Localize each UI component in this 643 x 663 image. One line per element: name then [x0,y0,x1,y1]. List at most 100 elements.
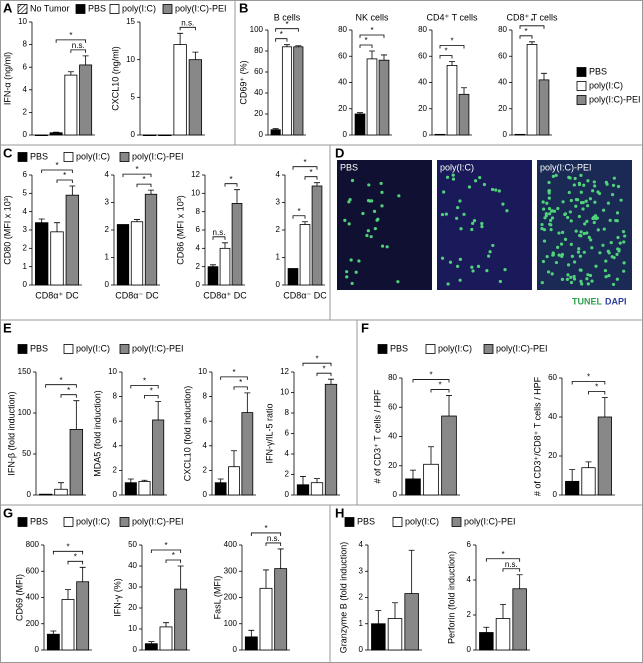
bar [173,44,187,136]
cell [544,212,548,216]
cell [584,199,588,203]
bar [259,587,273,651]
cell [593,214,598,218]
error-bar [300,476,306,485]
y-tick-label: 2 [105,225,110,234]
significance-label: * [297,207,300,216]
y-tick-label: 10 [191,188,200,197]
bar [366,58,378,136]
cell [596,228,600,232]
legend-swatch [392,517,403,527]
significance-bracket [67,560,84,565]
bar [565,480,580,496]
y-tick-label: 5 [23,188,28,197]
y-axis-label: # of CD3⁺/CD8⁺ T cells / HPF [532,376,542,496]
cell [581,207,585,211]
significance-bracket [56,179,73,183]
cell [440,256,445,260]
significance-bracket [60,394,77,398]
cell [556,206,560,211]
significance-label: * [501,550,504,559]
cell [376,217,380,221]
y-axis-label: IFN-α (ng/ml) [2,52,12,105]
legend-label: poly(I:C)-PEI [589,94,641,104]
significance-label: * [172,551,175,560]
y-tick-label: 40 [498,78,507,87]
cell [369,235,373,239]
cell [547,206,552,211]
cell [385,245,389,249]
cell [582,250,586,254]
error-bar [134,219,140,222]
y-tick-label: 8 [196,207,201,216]
cell [541,259,546,264]
cell [470,265,474,269]
legend-label: poly(I:C)-PEI [175,3,227,13]
error-bar [446,395,452,417]
legend-swatch [17,4,28,14]
error-bar [357,112,363,114]
cell [545,201,549,205]
cell [593,184,597,188]
significance-label: * [150,387,153,396]
y-tick-label: 2 [359,593,364,602]
significance-label: * [429,371,432,380]
bar [378,59,390,136]
cell [577,182,582,187]
legend-swatch [63,344,74,354]
cell [622,240,626,244]
y-tick-label: 300 [224,566,238,575]
cell [540,226,544,231]
significance-label: n.s. [72,41,85,50]
cell [550,216,555,220]
panel-letter: G [3,505,13,520]
error-bar [69,185,76,196]
cell [350,281,354,286]
bar [287,268,299,286]
y-axis-label: CXCL10 (ng/ml) [110,46,120,111]
y-axis-label: MDA5 (fold induction) [92,390,102,477]
y-tick-label: 5 [131,92,136,101]
cell [471,269,475,273]
bar [512,588,527,651]
significance-bracket [292,166,318,170]
bar [144,193,158,286]
bar [354,113,366,136]
y-tick-label: 10 [108,367,117,376]
cell [606,249,610,253]
error-bar [65,589,71,600]
legend-label: poly(I:C) [76,151,110,161]
cell [397,194,401,198]
error-bar [601,397,608,417]
bar [371,623,386,651]
y-tick-label: 0 [203,490,208,499]
y-tick-label: 2 [113,466,118,475]
significance-bracket [130,385,159,389]
y-tick-label: 0 [23,130,28,139]
legend-swatch [377,344,388,354]
y-tick-label: 4 [467,575,472,584]
y-tick-label: 400 [224,540,238,549]
bar [54,488,68,496]
cell [623,234,627,238]
error-bar [284,44,290,47]
cell [548,222,552,226]
significance-bracket [588,391,606,395]
cell [458,278,462,282]
error-bar [148,189,154,195]
cell [615,211,620,215]
y-tick-label: 40 [388,432,397,441]
cell [501,202,505,206]
cell [547,189,551,193]
significance-label: * [450,37,453,46]
y-tick-label: 150 [18,367,32,376]
legend-swatch [17,344,28,354]
legend-label: poly(I:C) [589,80,623,90]
y-tick-label: 0 [27,490,32,499]
bar [228,466,240,496]
y-axis-label: # of CD3⁺ T cells / HPF [372,389,382,483]
y-tick-label: 4 [113,441,118,450]
cell [365,233,369,238]
y-tick-label: 6 [467,540,472,549]
cell [546,270,551,274]
